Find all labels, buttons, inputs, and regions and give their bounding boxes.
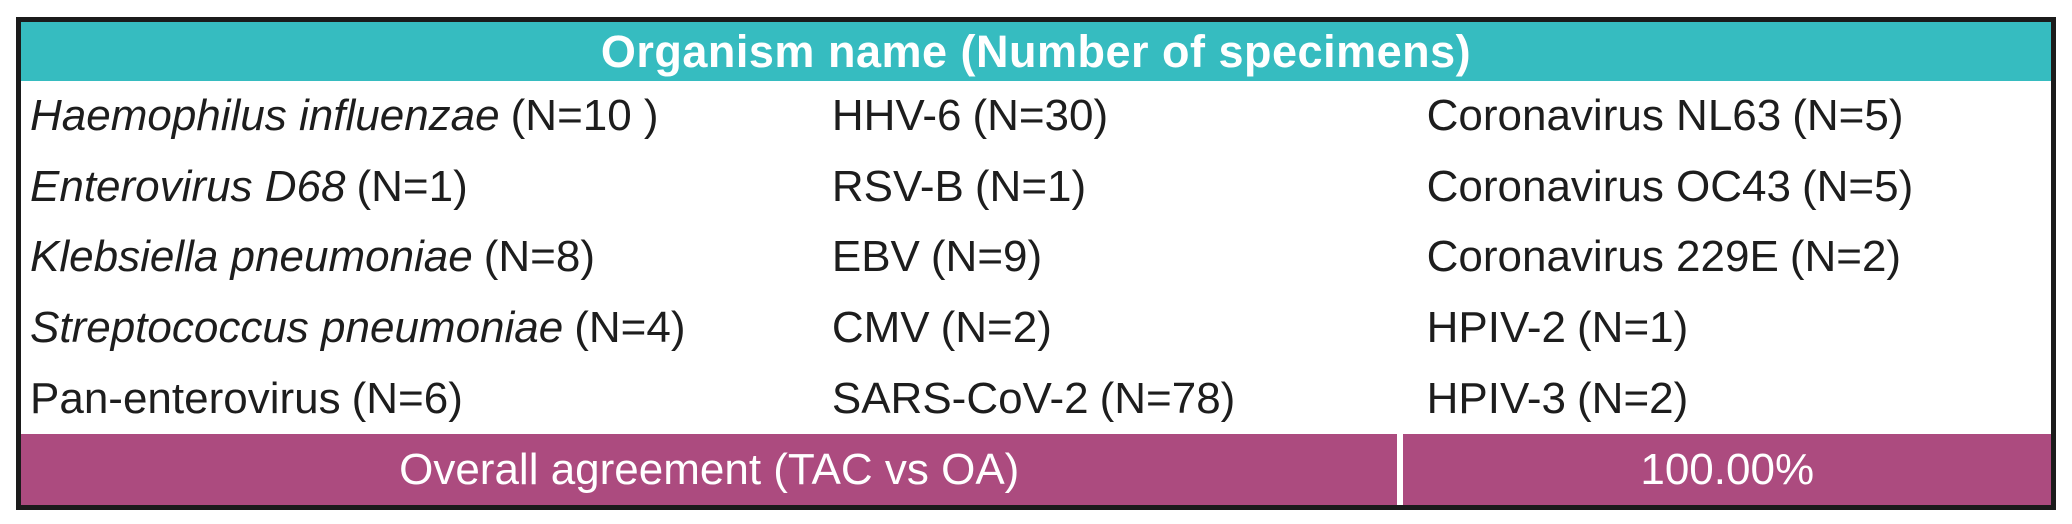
- organism-name: HPIV-3: [1426, 373, 1567, 423]
- organism-cell: CMV (N=2): [832, 303, 1418, 353]
- specimen-count: (N=30): [972, 91, 1109, 141]
- organism-cell: Klebsiella pneumoniae (N=8): [30, 232, 823, 282]
- specimen-count: (N=5): [1802, 161, 1914, 211]
- organism-name: Coronavirus OC43: [1426, 161, 1791, 211]
- footer-label-cell: Overall agreement (TAC vs OA): [21, 434, 1404, 505]
- organism-column-3: Coronavirus NL63 (N=5) Coronavirus OC43 (N…: [1418, 81, 2051, 434]
- organism-cell: HPIV-3 (N=2): [1427, 374, 2051, 424]
- organism-name: Coronavirus 229E: [1426, 232, 1779, 282]
- organism-name: CMV: [831, 303, 930, 353]
- organism-name: SARS-CoV-2: [831, 373, 1089, 423]
- organism-cell: Coronavirus OC43 (N=5): [1427, 162, 2051, 212]
- specimen-count: (N=1): [974, 161, 1087, 211]
- specimen-count: (N=5): [1792, 91, 1904, 141]
- footer-label: Overall agreement (TAC vs OA): [399, 444, 1020, 494]
- organism-name: EBV: [831, 232, 920, 282]
- specimen-count: (N=4): [574, 303, 686, 353]
- organism-column-1: Haemophilus influenzae (N=10 ) Enteroviru…: [21, 81, 823, 434]
- organism-cell: Coronavirus NL63 (N=5): [1427, 91, 2051, 141]
- organism-table: Organism name (Number of specimens) Haem…: [16, 17, 2056, 510]
- organism-name: RSV-B: [831, 161, 964, 211]
- organism-cell: Haemophilus influenzae (N=10 ): [30, 91, 823, 141]
- organism-cell: Streptococcus pneumoniae (N=4): [30, 303, 823, 353]
- organism-name: Haemophilus influenzae: [30, 91, 500, 141]
- organism-name: Enterovirus D68: [30, 161, 346, 211]
- organism-name: Streptococcus pneumoniae: [30, 303, 564, 353]
- specimen-count: (N=1): [1577, 303, 1689, 353]
- table-footer-row: Overall agreement (TAC vs OA) 100.00%: [21, 434, 2051, 505]
- organism-name: Coronavirus NL63: [1426, 91, 1782, 141]
- footer-value-cell: 100.00%: [1403, 434, 2051, 505]
- organism-name: HPIV-2: [1426, 303, 1567, 353]
- organism-cell: Coronavirus 229E (N=2): [1427, 232, 2051, 282]
- organism-cell: Pan-enterovirus (N=6): [30, 374, 823, 424]
- specimen-count: (N=1): [356, 161, 468, 211]
- organism-cell: HHV-6 (N=30): [832, 91, 1418, 141]
- table-body: Haemophilus influenzae (N=10 ) Enteroviru…: [21, 81, 2051, 434]
- organism-name: Klebsiella pneumoniae: [30, 232, 473, 282]
- organism-cell: HPIV-2 (N=1): [1427, 303, 2051, 353]
- specimen-count: (N=2): [1577, 373, 1689, 423]
- specimen-count: (N=10 ): [510, 91, 659, 141]
- table-title: Organism name (Number of specimens): [600, 25, 1472, 77]
- organism-cell: Enterovirus D68 (N=1): [30, 162, 823, 212]
- organism-cell: EBV (N=9): [832, 232, 1418, 282]
- organism-cell: SARS-CoV-2 (N=78): [832, 374, 1418, 424]
- table-header-row: Organism name (Number of specimens): [21, 22, 2051, 81]
- specimen-count: (N=2): [1789, 232, 1902, 282]
- organism-name: HHV-6: [831, 91, 962, 141]
- specimen-count: (N=78): [1099, 373, 1236, 423]
- organism-column-2: HHV-6 (N=30) RSV-B (N=1) EBV (N=9) CMV (N=2)…: [823, 81, 1418, 434]
- specimen-count: (N=2): [940, 303, 1052, 353]
- specimen-count: (N=6): [351, 373, 463, 423]
- organism-cell: RSV-B (N=1): [832, 162, 1418, 212]
- footer-value: 100.00%: [1640, 444, 1815, 494]
- organism-name: Pan-enterovirus: [30, 373, 341, 423]
- specimen-count: (N=8): [483, 232, 595, 282]
- specimen-count: (N=9): [930, 232, 1043, 282]
